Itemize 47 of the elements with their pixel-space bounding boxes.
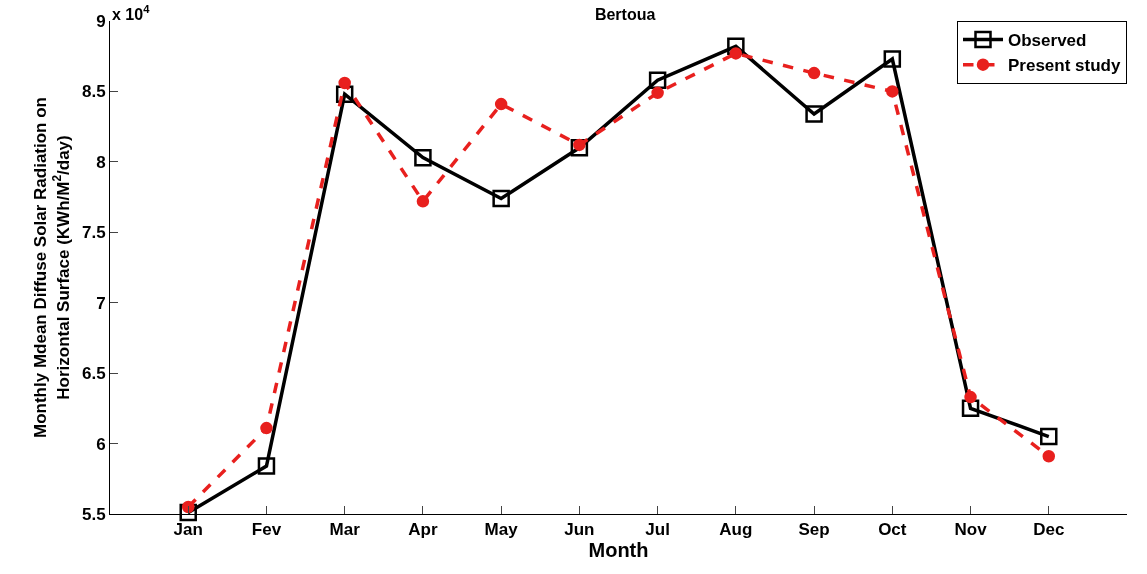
legend-label: Observed: [1008, 31, 1087, 51]
chart-title: Bertoua: [594, 5, 656, 23]
point: [335, 85, 354, 103]
x-tick-label: Oct: [878, 520, 907, 540]
point: [727, 37, 745, 56]
point: [257, 457, 276, 475]
y-tick-label: 7.5: [81, 223, 106, 243]
point: [338, 76, 351, 90]
x-tick-label: Mar: [329, 520, 361, 540]
y-tick-label: 6: [96, 434, 106, 454]
y-tick-label: 9: [96, 11, 106, 31]
x-tick-label: Sep: [798, 520, 830, 540]
x-tick-label: Jul: [645, 520, 670, 540]
point: [883, 50, 902, 68]
point: [648, 71, 667, 89]
y-tick-label: 5.5: [81, 504, 106, 524]
y-tick-label: 7: [96, 293, 106, 313]
point: [570, 139, 589, 157]
x-axis-title: Month: [588, 539, 649, 562]
point: [961, 399, 980, 418]
x-tick-label: Jun: [564, 520, 595, 540]
point: [179, 503, 197, 522]
x-tick-label: Aug: [719, 520, 753, 540]
point: [1042, 450, 1056, 463]
y-tick-label: 6.5: [81, 364, 106, 384]
point: [964, 390, 977, 404]
x-tick-label: Dec: [1033, 520, 1065, 540]
point: [416, 195, 430, 208]
x-tick-label: Nov: [954, 520, 988, 540]
annotation: x 10$^{4}$: [112, 3, 151, 23]
x-tick-label: Jan: [173, 520, 203, 540]
x-tick-label: May: [484, 520, 519, 540]
y-tick-label: 8.5: [81, 82, 106, 102]
legend-label: Present study: [1008, 56, 1121, 76]
point: [651, 86, 664, 100]
point: [886, 85, 899, 98]
point: [729, 47, 743, 60]
point: [1040, 427, 1058, 446]
point: [414, 148, 432, 167]
point: [805, 105, 823, 123]
x-tick-label: Fev: [251, 520, 282, 540]
point: [492, 189, 510, 208]
x-tick-label: Apr: [408, 520, 438, 540]
point: [494, 97, 508, 111]
point: [807, 66, 821, 80]
y-tick-label: 8: [96, 152, 106, 172]
point: [260, 421, 273, 435]
